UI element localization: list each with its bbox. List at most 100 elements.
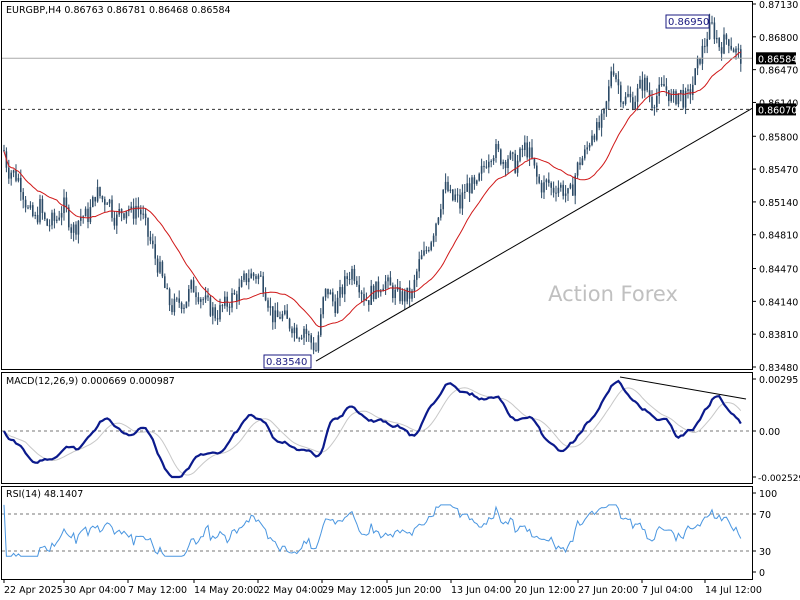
candle-body bbox=[692, 84, 694, 95]
candle-body bbox=[250, 273, 252, 279]
candle-body bbox=[706, 39, 708, 47]
candle-body bbox=[32, 205, 34, 216]
candle-body bbox=[15, 170, 17, 181]
candle-body bbox=[20, 177, 22, 193]
candle-body bbox=[274, 310, 276, 323]
candle-body bbox=[48, 225, 51, 227]
candle-body bbox=[740, 49, 742, 64]
candle-body bbox=[8, 167, 10, 179]
candle-body bbox=[459, 194, 461, 209]
candle-body bbox=[384, 281, 387, 289]
candle-body bbox=[17, 177, 20, 181]
price-panel-title: EURGBP,H4 0.86763 0.86781 0.86468 0.8658… bbox=[6, 5, 231, 16]
candle-body bbox=[634, 101, 636, 109]
candle-body bbox=[10, 172, 12, 179]
candle-body bbox=[509, 152, 512, 159]
candle-body bbox=[34, 214, 36, 216]
candle-body bbox=[550, 182, 552, 188]
time-tick-label: 20 Jun 12:00 bbox=[515, 585, 575, 596]
candle-body bbox=[365, 300, 368, 302]
candle-body bbox=[411, 290, 413, 299]
price-tick-label: 0.83480 bbox=[759, 363, 798, 374]
high-annotation-text: 0.86950 bbox=[668, 17, 709, 28]
candle-body bbox=[288, 318, 291, 329]
candle-body bbox=[152, 240, 154, 245]
candle-body bbox=[116, 214, 118, 226]
candle-body bbox=[298, 338, 300, 340]
candle-body bbox=[252, 273, 255, 277]
candle-body bbox=[495, 144, 497, 158]
candle-body bbox=[713, 22, 716, 40]
candle-body bbox=[394, 289, 396, 299]
time-tick-label: 7 May 12:00 bbox=[128, 585, 187, 596]
macd-tick-label: 0.00 bbox=[759, 427, 780, 438]
candle-body bbox=[320, 314, 322, 336]
candle-body bbox=[29, 205, 32, 208]
candle-body bbox=[502, 161, 504, 164]
candle-body bbox=[526, 142, 528, 158]
candle-body bbox=[478, 173, 480, 181]
price-tick-label: 0.84140 bbox=[759, 297, 798, 308]
price-tick-label: 0.85800 bbox=[759, 132, 798, 143]
price-tick-label: 0.83810 bbox=[759, 330, 798, 341]
candle-body bbox=[185, 301, 188, 308]
candle-body bbox=[675, 91, 677, 105]
candle-body bbox=[682, 89, 684, 108]
candle-body bbox=[272, 306, 274, 323]
time-tick-label: 22 Apr 2025 bbox=[4, 585, 63, 596]
candle-body bbox=[161, 261, 164, 277]
candle-body bbox=[233, 293, 236, 295]
candle-body bbox=[77, 220, 80, 235]
candle-body bbox=[334, 301, 336, 313]
candle-body bbox=[603, 108, 605, 114]
candle-body bbox=[264, 292, 267, 301]
candle-body bbox=[468, 183, 471, 194]
candle-body bbox=[224, 296, 226, 306]
candle-body bbox=[677, 93, 680, 105]
candle-body bbox=[564, 193, 567, 196]
candle-body bbox=[680, 89, 682, 94]
candle-body bbox=[670, 94, 672, 102]
candle-body bbox=[315, 350, 317, 352]
candle-body bbox=[416, 271, 418, 280]
rsi-axis: 100 70 30 0 bbox=[752, 489, 777, 579]
candle-body bbox=[708, 22, 711, 40]
rsi-tick-label: 70 bbox=[759, 510, 771, 521]
candle-body bbox=[269, 306, 272, 308]
candle-body bbox=[322, 297, 324, 315]
candle-body bbox=[423, 250, 425, 256]
price-tick-label: 0.84810 bbox=[759, 231, 798, 242]
rsi-tick-label: 100 bbox=[759, 489, 777, 500]
candle-body bbox=[339, 287, 341, 298]
candle-body bbox=[113, 217, 116, 226]
candle-body bbox=[231, 293, 233, 308]
candle-body bbox=[456, 194, 459, 196]
candle-body bbox=[190, 280, 192, 290]
candle-body bbox=[615, 74, 617, 80]
candle-body bbox=[418, 259, 420, 272]
candle-body bbox=[430, 242, 432, 250]
candle-body bbox=[24, 199, 27, 208]
candle-body bbox=[144, 213, 147, 219]
candle-body bbox=[94, 196, 96, 202]
candle-body bbox=[545, 179, 548, 183]
candle-body bbox=[440, 209, 442, 218]
candle-body bbox=[44, 212, 46, 220]
candle-body bbox=[732, 49, 735, 53]
candle-body bbox=[341, 287, 344, 295]
candle-body bbox=[644, 77, 646, 91]
candle-body bbox=[238, 286, 240, 301]
macd-signal-line bbox=[3, 387, 742, 476]
price-tick-label: 0.84470 bbox=[759, 265, 798, 276]
price-tick-label: 0.86800 bbox=[759, 33, 798, 44]
candle-body bbox=[72, 224, 75, 233]
candle-body bbox=[632, 97, 634, 109]
candle-body bbox=[464, 191, 466, 193]
candle-body bbox=[82, 216, 84, 218]
candle-body bbox=[476, 180, 478, 184]
candle-body bbox=[236, 294, 238, 301]
candle-body bbox=[504, 161, 507, 169]
candle-body bbox=[293, 327, 296, 334]
candle-body bbox=[178, 298, 180, 303]
